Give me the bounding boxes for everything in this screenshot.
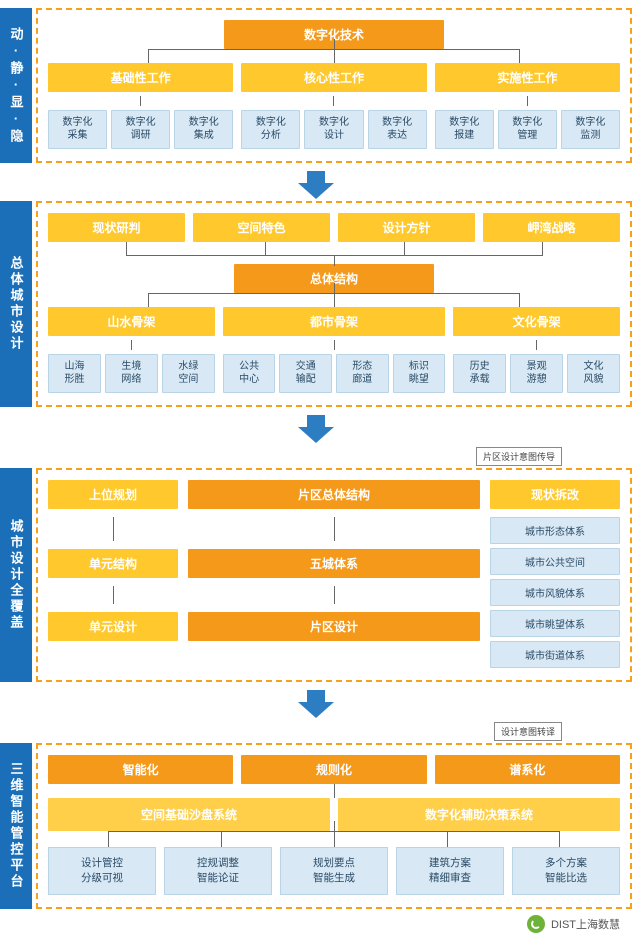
s2-g1-l1: 交通输配 xyxy=(279,354,332,393)
s4-leaves: 设计管控分级可视 控规调整智能论证 规划要点智能生成 建筑方案精细审查 多个方案… xyxy=(48,847,620,895)
s4-t2: 谱系化 xyxy=(435,755,620,784)
s2-g2-head: 文化骨架 xyxy=(453,307,620,336)
s3-left-col: 上位规划 单元结构 单元设计 xyxy=(48,480,178,641)
s1-g0-head: 基础性工作 xyxy=(48,63,233,92)
side-label-2: 总体城市设计 xyxy=(0,201,32,407)
footer: DIST上海数慧 xyxy=(0,909,632,935)
s1-g0-l1: 数字化调研 xyxy=(111,110,170,149)
s2-g2-l2: 文化风貌 xyxy=(567,354,620,393)
s3-m0: 片区总体结构 xyxy=(188,480,480,509)
s3-r2: 城市风貌体系 xyxy=(490,579,620,606)
s3-r0: 城市形态体系 xyxy=(490,517,620,544)
s2-g0-l2: 水绿空间 xyxy=(162,354,215,393)
panel-4: 智能化 规则化 谱系化 空间基础沙盘系统 数字化辅助决策系统 设计管控分级可视 … xyxy=(36,743,632,909)
s4-lf2: 规划要点智能生成 xyxy=(280,847,388,895)
s1-g2-l2: 数字化监测 xyxy=(561,110,620,149)
s4-lf1: 控规调整智能论证 xyxy=(164,847,272,895)
wechat-icon xyxy=(527,915,545,933)
s4-lf0: 设计管控分级可视 xyxy=(48,847,156,895)
s3-l2: 单元设计 xyxy=(48,612,178,641)
s3-r3: 城市眺望体系 xyxy=(490,610,620,637)
s1-g2-l0: 数字化报建 xyxy=(435,110,494,149)
s2-top-row: 现状研判 空间特色 设计方针 岬湾战略 xyxy=(48,213,620,242)
panel-1: 数字化技术 基础性工作 数字化采集 数字化调研 数字化集成 核心性工作 xyxy=(36,8,632,163)
s1-g2-l1: 数字化管理 xyxy=(498,110,557,149)
s1-g1-l0: 数字化分析 xyxy=(241,110,300,149)
section-4: 三维智能管控平台 智能化 规则化 谱系化 空间基础沙盘系统 数字化辅助决策系统 … xyxy=(0,743,632,909)
page: 动·静·显·隐 数字化技术 基础性工作 数字化采集 数字化调研 数字化集成 核心… xyxy=(0,0,640,943)
s3-r1: 城市公共空间 xyxy=(490,548,620,575)
s2-t1: 空间特色 xyxy=(193,213,330,242)
s3-m1: 五城体系 xyxy=(188,549,480,578)
s4-t1: 规则化 xyxy=(241,755,426,784)
s2-t0: 现状研判 xyxy=(48,213,185,242)
s2-g2-l0: 历史承载 xyxy=(453,354,506,393)
s2-g1-l3: 标识眺望 xyxy=(393,354,446,393)
s1-g1-l1: 数字化设计 xyxy=(304,110,363,149)
s4-m0: 空间基础沙盘系统 xyxy=(48,798,330,831)
s2-g0-l0: 山海形胜 xyxy=(48,354,101,393)
s2-g0-head: 山水骨架 xyxy=(48,307,215,336)
side-label-3: 城市设计全覆盖 xyxy=(0,468,32,682)
side-label-4: 三维智能管控平台 xyxy=(0,743,32,909)
s3-r4: 城市街道体系 xyxy=(490,641,620,668)
s2-groups: 山水骨架 山海形胜 生境网络 水绿空间 都市骨架 公共中心 交通输配 形态廊道 xyxy=(48,307,620,393)
panel-3: 上位规划 单元结构 单元设计 片区总体结构 五城体系 片区设计 现状拆改 xyxy=(36,468,632,682)
s2-g1-head: 都市骨架 xyxy=(223,307,445,336)
s3-l0: 上位规划 xyxy=(48,480,178,509)
s4-t0: 智能化 xyxy=(48,755,233,784)
s4-lf4: 多个方案智能比选 xyxy=(512,847,620,895)
note-1: 片区设计意图传导 xyxy=(476,447,562,466)
section-2: 总体城市设计 现状研判 空间特色 设计方针 岬湾战略 总体结构 山水骨架 山海形… xyxy=(0,201,632,407)
s3-r-head: 现状拆改 xyxy=(490,480,620,509)
s1-g1-head: 核心性工作 xyxy=(241,63,426,92)
s3-mid-col: 片区总体结构 五城体系 片区设计 xyxy=(188,480,480,641)
s3-l1: 单元结构 xyxy=(48,549,178,578)
s2-g1-l2: 形态廊道 xyxy=(336,354,389,393)
s4-lf3: 建筑方案精细审查 xyxy=(396,847,504,895)
s2-g0-l1: 生境网络 xyxy=(105,354,158,393)
arrow-1 xyxy=(298,183,334,199)
s1-g0-l2: 数字化集成 xyxy=(174,110,233,149)
arrow-2 xyxy=(298,427,334,443)
s3-right-col: 现状拆改 城市形态体系 城市公共空间 城市风貌体系 城市眺望体系 城市街道体系 xyxy=(490,480,620,668)
section-1: 动·静·显·隐 数字化技术 基础性工作 数字化采集 数字化调研 数字化集成 核心… xyxy=(0,8,632,163)
section-3: 城市设计全覆盖 上位规划 单元结构 单元设计 片区总体结构 五城体系 片区设计 xyxy=(0,468,632,682)
s4-m1: 数字化辅助决策系统 xyxy=(338,798,620,831)
s2-t2: 设计方针 xyxy=(338,213,475,242)
side-label-1: 动·静·显·隐 xyxy=(0,8,32,163)
s1-groups: 基础性工作 数字化采集 数字化调研 数字化集成 核心性工作 数字化分析 数字化设… xyxy=(48,63,620,149)
s1-g2-head: 实施性工作 xyxy=(435,63,620,92)
s2-t3: 岬湾战略 xyxy=(483,213,620,242)
s1-g0-l0: 数字化采集 xyxy=(48,110,107,149)
s2-g1-l0: 公共中心 xyxy=(223,354,276,393)
arrow-3 xyxy=(298,702,334,718)
s3-m2: 片区设计 xyxy=(188,612,480,641)
footer-text: DIST上海数慧 xyxy=(551,916,620,932)
note-2: 设计意图转译 xyxy=(494,722,562,741)
s1-g1-l2: 数字化表达 xyxy=(368,110,427,149)
panel-2: 现状研判 空间特色 设计方针 岬湾战略 总体结构 山水骨架 山海形胜 生境网络 … xyxy=(36,201,632,407)
s4-top: 智能化 规则化 谱系化 xyxy=(48,755,620,784)
s2-g2-l1: 景观游憩 xyxy=(510,354,563,393)
